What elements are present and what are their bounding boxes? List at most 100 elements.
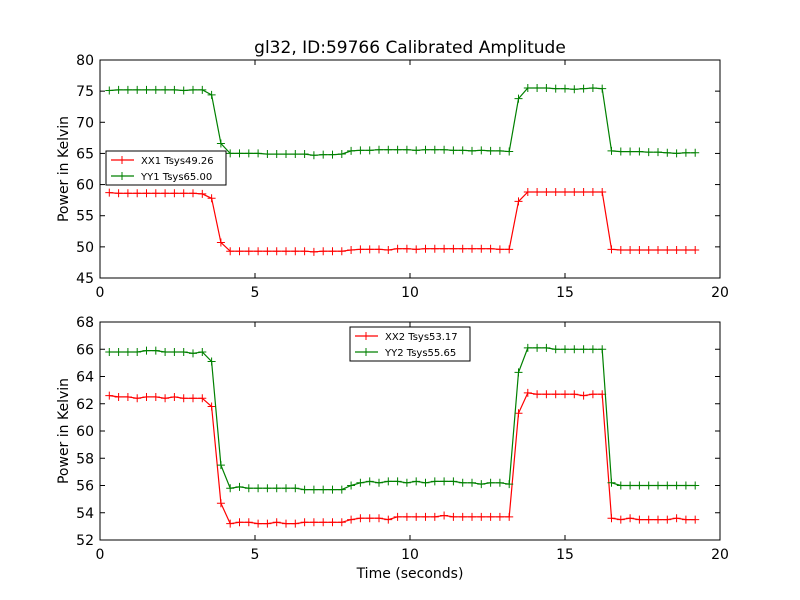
top-series-1-point-31 xyxy=(384,245,393,254)
top-series-1-point-13 xyxy=(216,238,225,247)
bottom-y-tick-label-64: 64 xyxy=(76,370,94,386)
top-series-1-point-16 xyxy=(244,247,253,256)
top-series-2-point-1 xyxy=(105,86,114,95)
bottom-series-2-point-8 xyxy=(170,347,179,356)
top-series-2-point-11 xyxy=(198,85,207,94)
bottom-y-tick-label-60: 60 xyxy=(76,424,94,440)
bottom-series-1-point-43 xyxy=(495,512,504,521)
bottom-series-2-point-58 xyxy=(635,481,644,490)
bottom-series-2-point-30 xyxy=(375,478,383,487)
bottom-series-1-point-3 xyxy=(123,392,132,401)
top-series-2-point-9 xyxy=(179,86,188,95)
bottom-series-2-point-55 xyxy=(607,478,616,487)
bottom-legend-label-1: XX2 Tsys53.17 xyxy=(385,332,458,343)
bottom-series-1-point-41 xyxy=(477,512,486,521)
top-series-1-point-61 xyxy=(663,245,672,254)
top-series-1-point-57 xyxy=(626,245,635,254)
top-series-1-point-20 xyxy=(282,247,290,256)
bottom-series-1-point-4 xyxy=(133,394,142,403)
top-series-1-point-50 xyxy=(561,188,569,197)
x-axis-label: Time (seconds) xyxy=(356,566,464,582)
top-series-1-point-46 xyxy=(523,188,532,197)
bottom-series-2-point-32 xyxy=(393,477,402,486)
top-series-1-point-55 xyxy=(607,245,616,254)
bottom-series-1-point-63 xyxy=(681,515,690,524)
top-series-1-point-6 xyxy=(151,189,160,198)
bottom-series-1-point-1 xyxy=(105,391,114,400)
top-series-1-point-24 xyxy=(319,247,328,256)
top-series-2-point-29 xyxy=(365,146,374,155)
top-y-tick-label-70: 70 xyxy=(76,115,94,131)
top-series-1-point-38 xyxy=(449,244,458,253)
bottom-series-2-point-21 xyxy=(291,484,300,493)
bottom-series-1-point-27 xyxy=(347,515,356,524)
top-series-2-point-40 xyxy=(468,146,476,155)
top-series-2-point-33 xyxy=(402,145,411,154)
bottom-series-2-point-22 xyxy=(300,485,309,494)
top-series-2-point-26 xyxy=(337,150,346,159)
top-series-1-point-59 xyxy=(644,245,653,254)
bottom-y-axis-label: Power in Kelvin xyxy=(56,378,72,484)
top-series-1-point-29 xyxy=(365,245,374,254)
top-series-1-point-30 xyxy=(375,245,383,254)
top-series-2-point-7 xyxy=(161,85,170,94)
bottom-series-1-point-51 xyxy=(570,390,579,399)
bottom-series-2-point-27 xyxy=(347,481,356,490)
bottom-series-1-point-38 xyxy=(449,512,458,521)
bottom-legend-marker-2 xyxy=(362,348,370,356)
top-series-1-point-35 xyxy=(421,244,430,253)
bottom-series-1-point-60 xyxy=(654,515,662,524)
bottom-series-1-point-39 xyxy=(458,512,467,521)
top-series-2-point-48 xyxy=(542,84,551,93)
top-y-tick-label-75: 75 xyxy=(76,84,94,100)
bottom-series-2-point-51 xyxy=(570,345,579,354)
top-series-1-point-1 xyxy=(105,188,114,197)
top-series-1-point-22 xyxy=(300,247,309,256)
top-legend-marker-2 xyxy=(118,172,126,180)
bottom-series-1-point-20 xyxy=(282,519,290,528)
bottom-series-1-point-24 xyxy=(319,518,328,527)
top-y-tick-label-60: 60 xyxy=(76,178,94,194)
bottom-x-tick-label-10: 10 xyxy=(401,547,419,563)
top-legend-label-1: XX1 Tsys49.26 xyxy=(141,156,214,167)
bottom-series-1-point-57 xyxy=(626,514,635,523)
bottom-series-2-point-28 xyxy=(356,478,365,487)
bottom-series-2-point-36 xyxy=(430,477,439,486)
top-series-1-point-21 xyxy=(291,247,300,256)
top-series-1-point-12 xyxy=(207,194,216,203)
bottom-series-line-2 xyxy=(109,347,696,491)
bottom-legend-box xyxy=(349,326,471,362)
top-series-1-point-37 xyxy=(440,244,449,253)
bottom-series-2-point-40 xyxy=(468,478,476,487)
top-x-tick-label-15: 15 xyxy=(556,285,574,301)
bottom-series-2-point-13 xyxy=(216,461,225,470)
top-y-tick-label-80: 80 xyxy=(76,53,94,69)
bottom-series-2-point-57 xyxy=(626,481,635,490)
bottom-series-2-point-47 xyxy=(533,343,542,352)
top-series-2-point-13 xyxy=(216,139,225,148)
bottom-series-2-point-14 xyxy=(226,484,235,493)
bottom-series-2-point-35 xyxy=(421,478,430,487)
top-series-2-point-5 xyxy=(142,85,151,94)
bottom-series-2-point-23 xyxy=(309,485,318,494)
top-series-2-point-37 xyxy=(440,145,449,154)
top-series-1-point-26 xyxy=(337,247,346,256)
top-series-2-point-4 xyxy=(133,85,142,94)
top-series-2-point-56 xyxy=(616,147,625,156)
bottom-y-tick-label-62: 62 xyxy=(76,397,94,413)
bottom-series-1-point-58 xyxy=(635,515,644,524)
top-series-2-point-39 xyxy=(458,146,467,155)
bottom-series-2-point-60 xyxy=(654,481,662,490)
bottom-series-1-point-34 xyxy=(412,512,421,521)
top-series-2-point-24 xyxy=(319,150,328,159)
top-series-2-point-64 xyxy=(691,148,700,157)
top-series-2-point-17 xyxy=(254,149,263,158)
top-series-2-point-35 xyxy=(421,145,430,154)
bottom-y-tick-label-58: 58 xyxy=(76,451,94,467)
bottom-series-1-point-25 xyxy=(328,518,337,527)
top-series-2-point-14 xyxy=(226,149,235,158)
bottom-series-2-point-62 xyxy=(672,481,681,490)
bottom-series-1-point-11 xyxy=(198,394,207,403)
bottom-series-2-point-52 xyxy=(579,345,588,354)
